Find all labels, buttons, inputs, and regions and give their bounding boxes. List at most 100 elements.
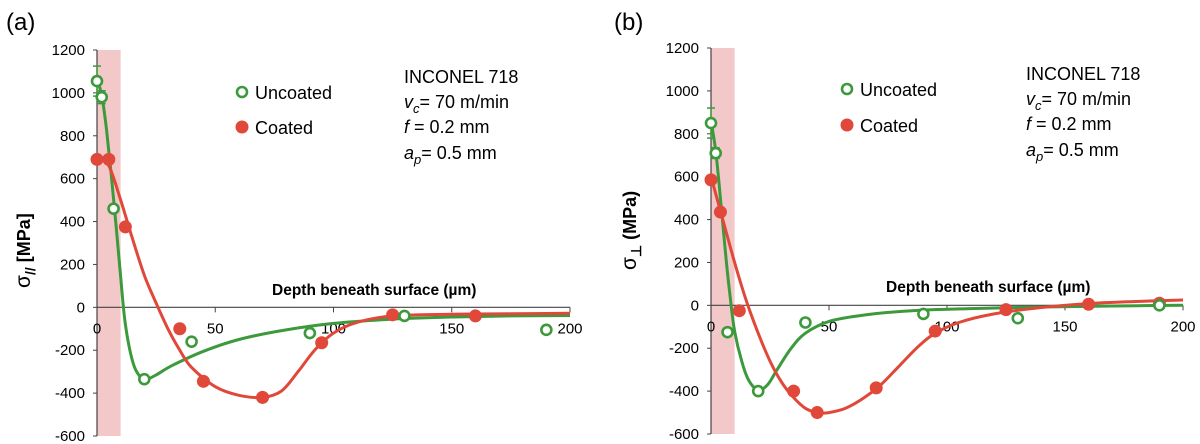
panel-b-uncoated-point: [917, 307, 930, 321]
panel-b-uncoated-point: [1011, 311, 1025, 325]
panel-b-uncoated-point: [751, 384, 765, 398]
panel-a-shaded-region: [97, 50, 121, 436]
panel-a-y-axis-label-subscript: //: [22, 267, 38, 275]
panel-a-xtick-label: 150: [439, 320, 464, 337]
panel-a-ytick-label: 600: [60, 171, 85, 188]
panel-b-material: INCONEL 718: [1026, 64, 1140, 84]
panel-a-uncoated-point: [185, 335, 198, 348]
panel-a: (a) 1200 1000 800 600 400 200 0 -200 -400 -600 0 5…: [6, 9, 583, 444]
panel-b-coated-point: [787, 384, 801, 398]
panel-b-uncoated-point: [709, 146, 723, 160]
panel-a-uncoated-point: [107, 202, 120, 215]
panel-b-feed: f = 0.2 mm: [1026, 114, 1112, 134]
panel-b-legend: Uncoated Coated: [840, 80, 937, 136]
panel-a-x-axis-label: Depth beneath surface (µm): [272, 282, 476, 299]
panel-a-xtick-label: 0: [93, 320, 101, 337]
panel-a-cutting-speed-value: = 70 m/min: [420, 92, 510, 112]
panel-b-feed-value: = 0.2 mm: [1036, 114, 1112, 134]
panel-b-ytick-label: 0: [691, 297, 699, 314]
panel-b-ytick-label: 1200: [666, 40, 699, 57]
panel-a-depth-of-cut-value: = 0.5 mm: [421, 143, 497, 163]
panel-b-ytick-label: 600: [674, 169, 699, 186]
panel-a-uncoated-point: [540, 323, 553, 337]
panel-a-uncoated-point: [90, 74, 104, 88]
panel-b-legend-uncoated-marker: [840, 82, 854, 96]
panel-a-shaded-band: [97, 50, 121, 436]
panel-a-y-axis-label-unit: [MPa]: [14, 213, 34, 267]
panel-a-depth-of-cut: ap= 0.5 mm: [404, 143, 497, 167]
panel-b-xtick-label: 0: [707, 318, 715, 335]
panel-b-x-axis-label: Depth beneath surface (µm): [886, 279, 1090, 296]
panel-b-ytick-label: -400: [669, 383, 699, 400]
panel-a-legend-uncoated-marker: [235, 85, 249, 99]
panel-a-legend-uncoated-label: Uncoated: [255, 83, 332, 103]
panel-a-xtick-labels: 0 50 100 150 200: [93, 307, 583, 337]
panel-a-y-axis-label-symbol: σ: [12, 275, 35, 288]
panel-a-coated-point: [315, 336, 329, 350]
panel-b-xtick-labels: 0 50 100 150 200: [707, 305, 1196, 335]
panel-a-coated-point: [468, 309, 482, 323]
panel-b-uncoated-fit-line: [709, 120, 1184, 392]
panel-a-legend-coated-marker: [235, 120, 249, 134]
panel-b-ytick-label: -200: [669, 340, 699, 357]
panel-a-coated-fit-path: [96, 155, 571, 400]
panel-a-feed: f = 0.2 mm: [404, 117, 490, 137]
panel-b-uncoated-point: [799, 316, 812, 329]
panel-b-legend-uncoated-label: Uncoated: [860, 80, 937, 100]
panel-b-uncoated-point: [721, 325, 734, 339]
panel-a-xtick-label: 50: [207, 320, 224, 337]
panel-b-shaded-region: [711, 48, 735, 434]
panel-a-ytick-label: -600: [55, 428, 85, 444]
panel-a-ytick-label: 200: [60, 256, 85, 273]
panel-b-xtick-label: 200: [1170, 318, 1195, 335]
panel-a-uncoated-points: [90, 74, 553, 386]
panel-b-label: (b): [614, 9, 643, 36]
panel-a-coated-point: [102, 152, 116, 166]
panel-a-uncoated-fit-line: [95, 79, 571, 381]
panel-b-cutting-speed-value: = 70 m/min: [1042, 89, 1132, 109]
panel-b-uncoated-points: [704, 116, 1166, 398]
panel-a-uncoated-point: [138, 372, 151, 386]
panel-a-ytick-labels: 1200 1000 800 600 400 200 0 -200 -400 -600: [52, 42, 97, 444]
panel-a-ytick-label: -400: [55, 385, 85, 402]
panel-a-coated-point: [173, 322, 187, 336]
panel-b-coated-point: [999, 303, 1013, 317]
panel-b-depth-of-cut: ap= 0.5 mm: [1026, 140, 1119, 164]
panel-b-ytick-label: -600: [669, 426, 699, 443]
panel-a-cutting-speed: vc= 70 m/min: [404, 92, 509, 116]
panel-a-feed-value: = 0.2 mm: [414, 117, 490, 137]
panel-b-uncoated-point: [704, 116, 718, 130]
panel-b-y-axis-label-unit: (MPa): [620, 191, 640, 245]
panel-b-coated-points: [704, 173, 1166, 420]
panel-a-coated-points: [90, 152, 482, 404]
panel-b-legend-coated-label: Coated: [860, 116, 918, 136]
panel-a-ytick-label: 1200: [52, 42, 85, 59]
panel-b-coated-point: [704, 173, 718, 187]
panel-a-ytick-label: 1000: [52, 85, 85, 102]
panel-a-uncoated-fit-path: [95, 79, 571, 381]
panel-b-y-axis-label-symbol: σ: [618, 257, 641, 270]
panel-b-shaded-band: [711, 48, 735, 434]
panel-b-ytick-label: 400: [674, 212, 699, 229]
panel-a-coated-fit-line: [96, 155, 571, 400]
panel-b-legend-coated-marker: [840, 118, 854, 132]
panel-b-ytick-label: 800: [674, 126, 699, 143]
panel-a-conditions: INCONEL 718 vc= 70 m/min f = 0.2 mm ap= …: [404, 67, 518, 167]
panel-b-conditions: INCONEL 718 vc= 70 m/min f = 0.2 mm ap= …: [1026, 64, 1140, 164]
panel-a-coated-point: [196, 374, 210, 388]
panel-b-coated-point: [810, 406, 824, 420]
panel-b-coated-point: [713, 205, 727, 219]
panel-b-xtick-label: 150: [1052, 318, 1077, 335]
panel-b-cutting-speed: vc= 70 m/min: [1026, 89, 1131, 113]
panel-a-material: INCONEL 718: [404, 67, 518, 87]
panel-a-coated-point: [256, 390, 270, 404]
panel-b-uncoated-point: [1153, 299, 1166, 312]
panel-a-ytick-label: 400: [60, 214, 85, 231]
panel-b-ytick-labels: 1200 1000 800 600 400 200 0 -200 -400 -600: [666, 40, 711, 443]
panel-a-label: (a): [6, 9, 35, 36]
panel-a-uncoated-point: [398, 309, 411, 323]
panel-a-y-axis-label: σ// [MPa]: [12, 213, 38, 288]
panel-a-legend-coated-label: Coated: [255, 118, 313, 138]
